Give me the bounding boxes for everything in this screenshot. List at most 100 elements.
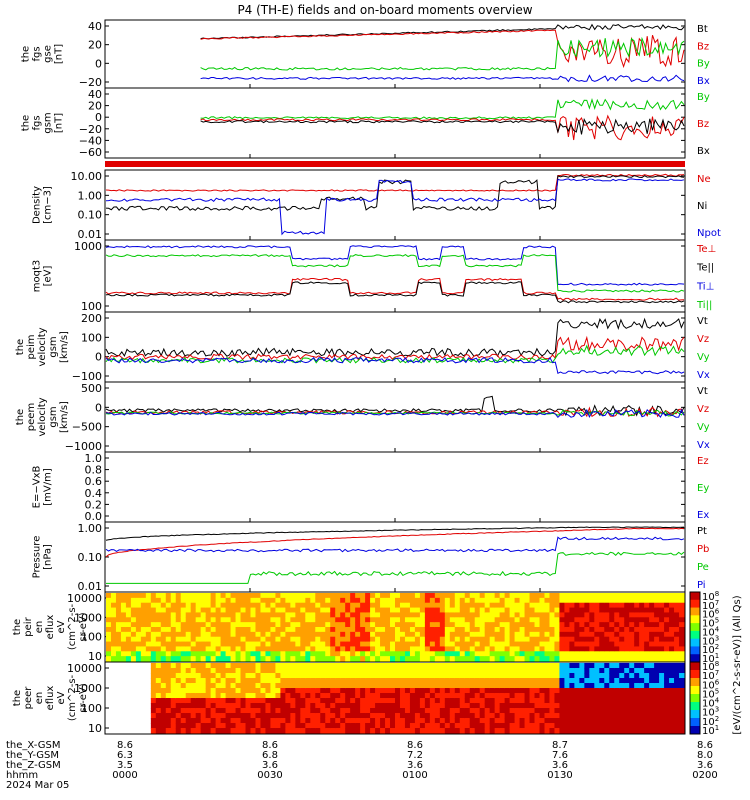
ytick-label: −1000	[65, 440, 102, 453]
spectrogram-cell	[305, 728, 311, 734]
spectrogram-cell	[429, 656, 436, 662]
spectrogram-cell	[150, 631, 157, 638]
spectrogram-cell	[280, 708, 286, 714]
spectrogram-cell	[639, 622, 645, 628]
spectrogram-cell	[614, 656, 620, 662]
spectrogram-cell	[424, 728, 431, 734]
spectrogram-cell	[315, 617, 321, 623]
spectrogram-cell	[106, 602, 112, 609]
spectrogram-cell	[569, 597, 575, 604]
spectrogram-cell	[574, 617, 580, 623]
spectrogram-cell	[634, 597, 640, 604]
spectrogram-cell	[439, 656, 446, 662]
spectrogram-cell	[474, 673, 481, 679]
spectrogram-cell	[679, 607, 685, 613]
spectrogram-cell	[414, 602, 421, 609]
spectrogram-cell	[584, 651, 590, 657]
spectrogram-cell	[220, 673, 227, 679]
spectrogram-cell	[579, 678, 585, 684]
spectrogram-cell	[390, 708, 396, 714]
spectrogram-cell	[579, 641, 585, 647]
spectrogram-cell	[409, 622, 416, 628]
spectrogram-cell	[240, 668, 247, 674]
spectrogram-cell	[280, 703, 286, 709]
spectrogram-cell	[205, 718, 212, 724]
spectrogram-cell	[399, 641, 406, 647]
spectrogram-cell	[265, 713, 271, 719]
spectrogram-cell	[614, 713, 620, 719]
spectrogram-cell	[390, 678, 396, 684]
spectrogram-cell	[509, 718, 516, 724]
spectrogram-cell	[574, 593, 580, 599]
spectrogram-cell	[414, 708, 421, 714]
spectrogram-cell	[494, 708, 501, 714]
spectrogram-cell	[245, 617, 251, 623]
spectrogram-cell	[355, 723, 361, 729]
spectrogram-cell	[504, 636, 511, 643]
spectrogram-cell	[484, 718, 491, 724]
spectrogram-cell	[554, 693, 560, 699]
spectrogram-cell	[215, 612, 222, 618]
spectrogram-cell	[160, 602, 167, 609]
spectrogram-cell	[434, 656, 441, 662]
spectrogram-cell	[125, 612, 132, 618]
spectrogram-cell	[370, 627, 376, 633]
spectrogram-cell	[375, 713, 381, 719]
spectrogram-cell	[305, 688, 311, 694]
spectrogram-cell	[305, 636, 311, 643]
spectrogram-cell	[130, 622, 137, 628]
spectrogram-cell	[649, 641, 655, 647]
spectrogram-cell	[449, 678, 456, 684]
spectrogram-cell	[669, 612, 675, 618]
spectrogram-cell	[115, 646, 122, 652]
spectrogram-cell	[464, 593, 471, 599]
spectrogram-cell	[330, 678, 336, 684]
spectrogram-cell	[230, 622, 237, 628]
spectrogram-cell	[589, 612, 595, 618]
spectrogram-cell	[484, 683, 491, 689]
spectrogram-cell	[594, 651, 600, 657]
spectrogram-cell	[539, 678, 545, 684]
spectrogram-cell	[464, 641, 471, 647]
spectrogram-cell	[260, 708, 266, 714]
spectrogram-cell	[674, 678, 680, 684]
spectrogram-cell	[380, 646, 386, 652]
spectrogram-cell	[504, 617, 511, 623]
spectrogram-cell	[375, 622, 381, 628]
spectrogram-cell	[569, 602, 575, 609]
spectrogram-cell	[230, 627, 237, 633]
spectrogram-cell	[315, 636, 321, 643]
spectrogram-cell	[220, 688, 227, 694]
spectrogram-cell	[404, 723, 411, 729]
spectrogram-cell	[439, 651, 446, 657]
spectrogram-cell	[504, 612, 511, 618]
spectrogram-cell	[135, 636, 142, 643]
spectrogram-cell	[300, 607, 306, 613]
spectrogram-cell	[310, 678, 316, 684]
spectrogram-cell	[434, 728, 441, 734]
spectrogram-cell	[644, 617, 650, 623]
spectrogram-cell	[365, 728, 371, 734]
spectrogram-cell	[370, 607, 376, 613]
spectrogram-cell	[205, 612, 212, 618]
spectrogram-cell	[345, 668, 351, 674]
spectrogram-cell	[120, 617, 127, 623]
spectrogram-cell	[634, 663, 640, 669]
spectrogram-cell	[449, 636, 456, 643]
spectrogram-cell	[404, 688, 411, 694]
spectrogram-cell	[674, 688, 680, 694]
spectrogram-cell	[494, 688, 501, 694]
spectrogram-cell	[464, 683, 471, 689]
spectrogram-cell	[519, 688, 526, 694]
spectrogram-cell	[160, 698, 167, 704]
spectrogram-cell	[310, 627, 316, 633]
spectrogram-cell	[235, 622, 242, 628]
spectrogram-cell	[514, 593, 521, 599]
spectrogram-cell	[579, 693, 585, 699]
spectrogram-cell	[180, 617, 187, 623]
spectrogram-cell	[270, 698, 276, 704]
spectrogram-cell	[414, 646, 421, 652]
spectrogram-cell	[205, 663, 212, 669]
spectrogram-cell	[649, 668, 655, 674]
spectrogram-cell	[155, 693, 162, 699]
